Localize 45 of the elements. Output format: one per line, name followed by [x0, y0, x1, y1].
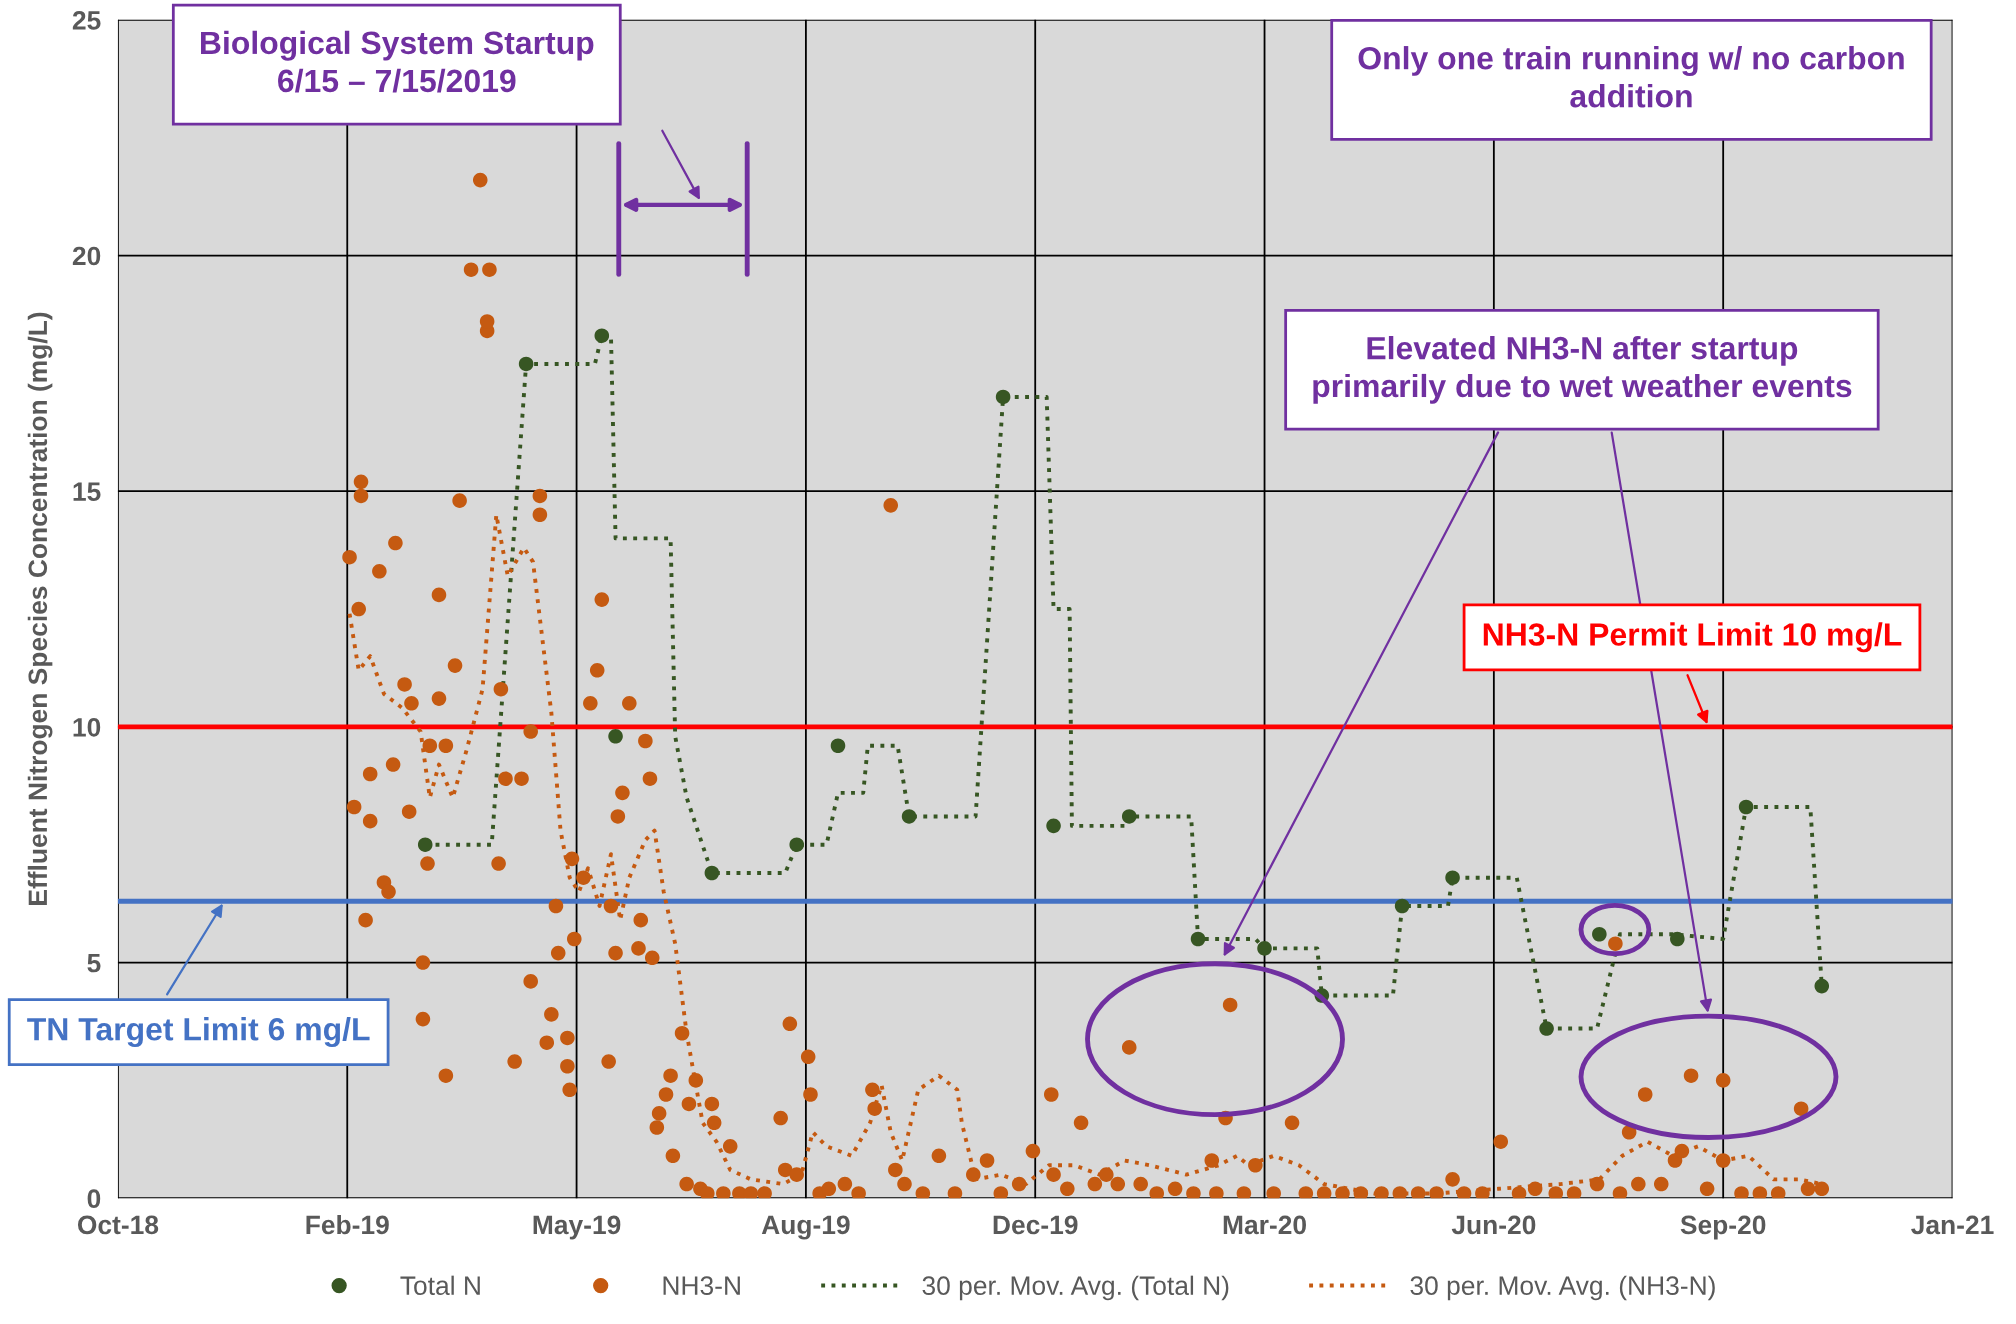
point — [830, 738, 846, 754]
annotation: Elevated NH3-N after startup primarily due to wet weather events — [1313, 336, 1852, 404]
y-tick-label: 25 — [72, 10, 101, 30]
x-tick-label: Oct-18 — [77, 1215, 159, 1235]
x-tick-label: Aug-19 — [761, 1215, 850, 1240]
y-tick-label: 5 — [87, 953, 101, 973]
legend-label: 30 per. Mov. Avg. (Total N) — [922, 1275, 1229, 1301]
point — [1738, 799, 1754, 815]
annotation: Only one train running w/ no carbon addition — [1358, 46, 1904, 108]
ref-line-label: NH3-N Permit Limit 10 mg/L — [1483, 622, 1902, 653]
point — [1670, 931, 1685, 947]
point — [789, 837, 805, 852]
x-tick-label: Mar-20 — [1223, 1215, 1306, 1235]
y-axis-title: Effluent Nitrogen Species Concentration (mg/L) — [27, 312, 53, 905]
point — [417, 837, 433, 852]
point — [704, 865, 720, 881]
legend-label: NH3-N — [663, 1276, 740, 1296]
legend-label: Total N — [400, 1275, 480, 1296]
annotation: Biological System Startup 6/15 – 7/15/2019 — [201, 30, 594, 93]
point — [518, 356, 534, 372]
point — [901, 809, 917, 824]
point — [1539, 1021, 1554, 1036]
legend-label: 30 per. Mov. Avg. (NH3-N) — [1410, 1275, 1715, 1301]
point — [1445, 870, 1460, 885]
y-tick-label: 15 — [73, 482, 101, 502]
point — [1814, 978, 1830, 994]
y-tick-label: 10 — [73, 718, 101, 737]
point — [1190, 931, 1206, 947]
y-tick-label: 20 — [72, 246, 101, 266]
x-tick-label: Sep-20 — [1680, 1215, 1766, 1240]
point — [1257, 941, 1272, 956]
point — [594, 328, 610, 343]
y-tick-label: 0 — [87, 1189, 101, 1209]
point — [1121, 809, 1137, 824]
ref-line-label: TN Target Limit 6 mg/L — [27, 1017, 370, 1048]
point — [1394, 898, 1410, 914]
x-tick-label: Jun-20 — [1451, 1215, 1536, 1235]
x-tick-label: Jan-21 — [1911, 1215, 1994, 1235]
point — [1046, 818, 1061, 834]
point — [995, 389, 1011, 405]
x-tick-label: Dec-19 — [993, 1215, 1078, 1235]
x-tick-label: Feb-19 — [306, 1214, 389, 1235]
x-tick-label: May-19 — [533, 1215, 621, 1240]
point — [1592, 926, 1607, 942]
point — [608, 729, 623, 744]
